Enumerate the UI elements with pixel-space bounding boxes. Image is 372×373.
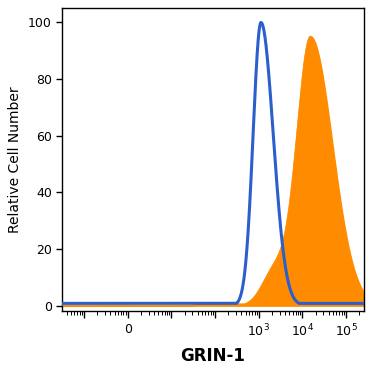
Y-axis label: Relative Cell Number: Relative Cell Number [8, 87, 22, 233]
X-axis label: GRIN-1: GRIN-1 [180, 347, 246, 365]
